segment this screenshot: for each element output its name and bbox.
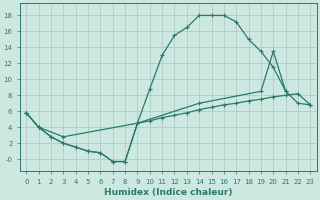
X-axis label: Humidex (Indice chaleur): Humidex (Indice chaleur) bbox=[104, 188, 233, 197]
